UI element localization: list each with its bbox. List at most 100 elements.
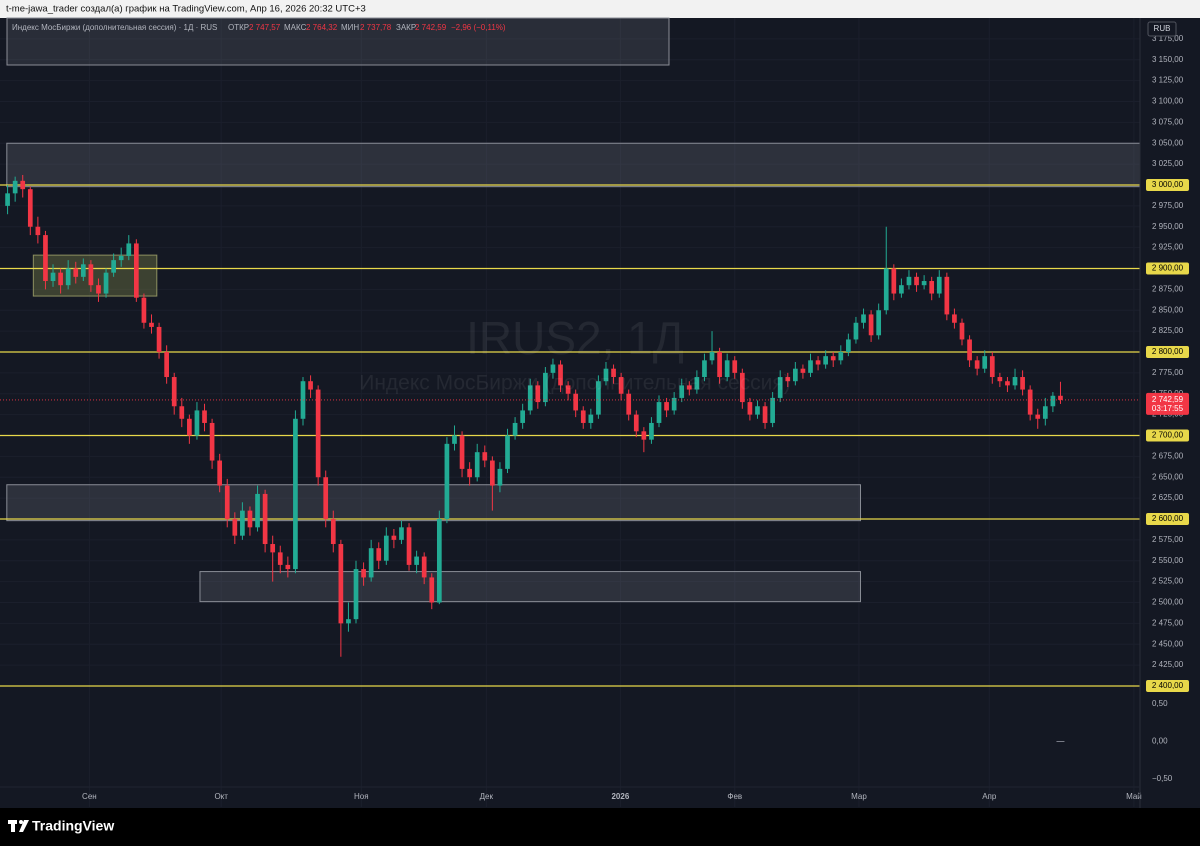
y-tick-label: 2 950,00	[1152, 222, 1184, 231]
y-tick-label: 3 100,00	[1152, 97, 1184, 106]
candle-body	[338, 544, 344, 624]
legend-low-label: МИН	[341, 23, 359, 32]
x-tick-label: Окт	[214, 792, 228, 801]
candle-body	[618, 377, 624, 394]
legend-close: 2 742,59	[415, 23, 447, 32]
candle-body	[876, 310, 882, 336]
footer-logo: TradingView	[32, 818, 114, 834]
candle-body	[959, 322, 965, 340]
last-price-label: 2 742,59	[1152, 395, 1184, 404]
legend-high: 2 764,32	[306, 23, 338, 32]
currency-box	[1147, 21, 1177, 37]
candle-body	[853, 322, 859, 340]
candle-body	[126, 243, 132, 256]
candle-body	[520, 410, 526, 423]
candle-body	[686, 385, 692, 390]
y-tick-label: 2 525,00	[1152, 577, 1184, 586]
y-tick-label: 2 625,00	[1152, 493, 1184, 502]
candle-body	[717, 351, 722, 378]
candle-body	[20, 180, 26, 190]
candle-body	[952, 314, 957, 323]
y-tick-label: 2 825,00	[1152, 326, 1184, 335]
candle-body	[12, 180, 18, 194]
candle-body	[512, 422, 518, 436]
candle-body	[482, 452, 488, 461]
candle-body	[664, 402, 669, 411]
y-tick-label: 2 850,00	[1152, 305, 1184, 314]
candle-body	[224, 485, 230, 519]
x-tick-label: Май	[1126, 792, 1142, 801]
candle-body	[414, 556, 419, 565]
y-tick-label: 2 450,00	[1152, 639, 1184, 648]
candle-body	[861, 314, 866, 323]
candle-body	[490, 460, 495, 486]
y-tick-label: 2 425,00	[1152, 660, 1184, 669]
candle-body	[770, 397, 775, 423]
level-label-box	[1146, 345, 1189, 358]
y2-tick-label: 0,50	[1152, 699, 1168, 708]
candle-body	[679, 385, 685, 398]
candle-body	[989, 356, 995, 378]
candle-body	[277, 552, 283, 565]
candle-body	[603, 368, 609, 382]
candle-body	[694, 377, 700, 390]
x-tick-label: Апр	[982, 792, 997, 801]
candle-body	[300, 381, 306, 419]
candle-body	[459, 435, 465, 469]
x-tick-label: Дек	[480, 792, 494, 801]
level-label-box	[1146, 429, 1189, 442]
legend-open: 2 747,57	[249, 23, 281, 32]
footer-logo-icon	[8, 820, 29, 832]
y-tick-label: 2 650,00	[1152, 472, 1184, 481]
candle-body	[232, 518, 238, 536]
candle-body	[1012, 377, 1018, 386]
level-label-box	[1146, 679, 1189, 692]
y-tick-label: 3 175,00	[1152, 34, 1184, 43]
currency: RUB	[1154, 24, 1171, 33]
candle-body	[323, 477, 329, 519]
legend-change: −2,96 (−0,11%)	[451, 23, 506, 32]
candle-body	[194, 410, 200, 436]
candle-body	[573, 393, 579, 411]
candle-body	[133, 243, 139, 298]
y-tick-label: 3 050,00	[1152, 138, 1184, 147]
candle-body	[96, 285, 101, 294]
candle-body	[793, 368, 798, 382]
candle-body	[815, 360, 821, 365]
candle-body	[671, 397, 677, 411]
candle-body	[217, 460, 223, 486]
price-axis: 2 425,00 2 450,00 2 475,00 2 500,00 2 525,00…	[1146, 34, 1189, 783]
zone	[199, 571, 861, 603]
x-tick-label: Фев	[727, 792, 742, 801]
candle-body	[43, 235, 48, 282]
y-tick-label: 2 500,00	[1152, 598, 1184, 607]
candle-body	[452, 435, 457, 444]
candle-body	[171, 377, 177, 407]
candle-body	[27, 189, 33, 227]
candle-body	[1050, 395, 1056, 407]
y-tick-label: 3 075,00	[1152, 117, 1184, 126]
candle-body	[762, 406, 768, 423]
candle-body	[997, 377, 1003, 382]
plot-area	[0, 18, 1141, 807]
candle-body	[240, 510, 245, 536]
candle-body	[421, 556, 427, 578]
candle-body	[65, 268, 71, 286]
candle-body	[383, 535, 389, 561]
legend-box	[6, 17, 670, 66]
candle-body	[429, 577, 435, 603]
x-tick-label: Ноя	[354, 792, 369, 801]
candle-body	[800, 368, 806, 373]
legend-name: Индекс МосБиржи (дополнительная сессия) …	[12, 23, 217, 32]
candle-body	[747, 402, 753, 415]
candle-body	[535, 385, 541, 403]
candle-body	[596, 381, 601, 415]
candle-body	[247, 510, 253, 528]
candle-body	[202, 410, 207, 423]
y-tick-label: 2 475,00	[1152, 618, 1184, 627]
candle-body	[777, 377, 783, 398]
level-label: 2 800,00	[1152, 347, 1184, 356]
candle-body	[899, 285, 904, 294]
